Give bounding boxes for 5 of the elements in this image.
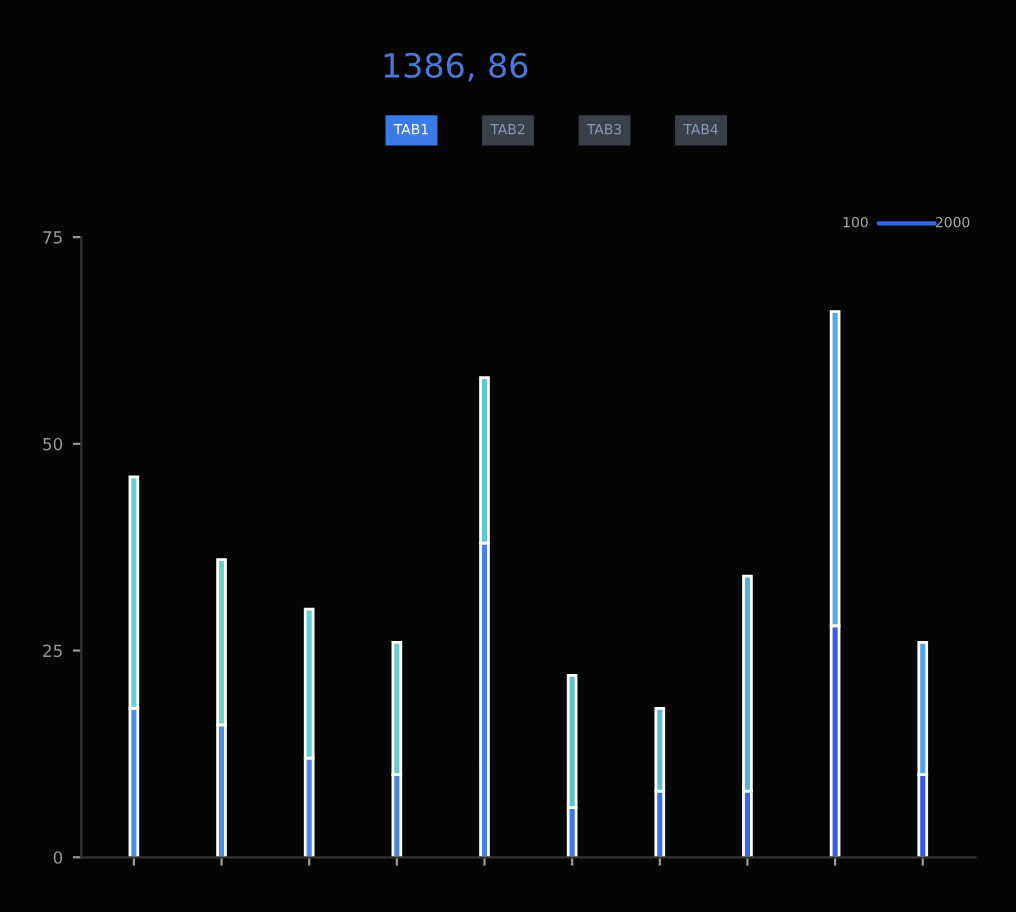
y-tick-label: 50 bbox=[43, 437, 63, 451]
y-tick-label: 0 bbox=[53, 851, 63, 864]
y-tick-label: 75 bbox=[43, 231, 62, 244]
text: 1386, 86 bbox=[384, 52, 528, 82]
y-tick-label: 25 bbox=[43, 644, 62, 658]
